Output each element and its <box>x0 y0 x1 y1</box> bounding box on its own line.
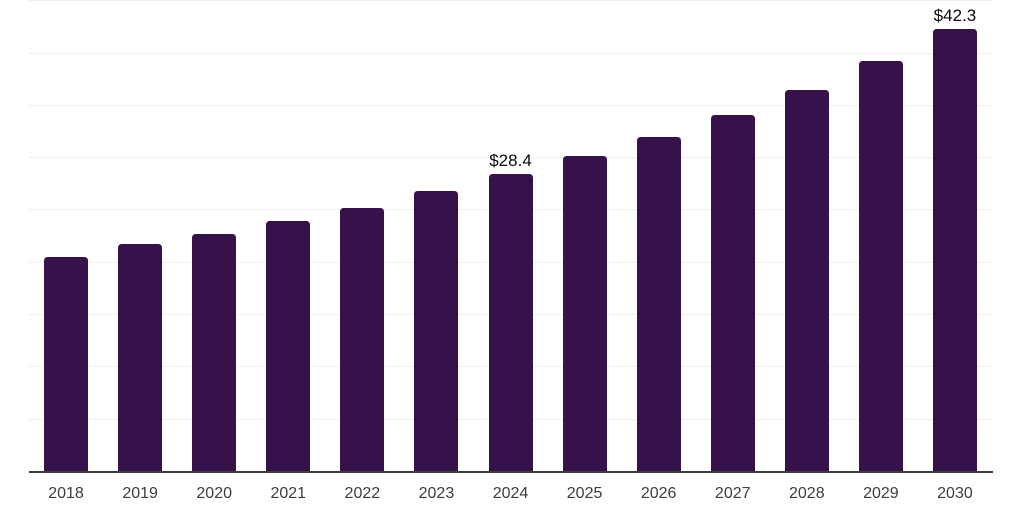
bar-2027 <box>710 114 755 472</box>
gridline <box>29 52 992 54</box>
x-tick-label: 2018 <box>48 485 84 502</box>
x-tick-label: 2029 <box>863 485 899 502</box>
bar-2022 <box>340 207 385 472</box>
bar-2018 <box>44 257 89 472</box>
bar-2023 <box>414 191 459 472</box>
bar-value-label: $42.3 <box>933 5 977 25</box>
gridline <box>29 0 992 2</box>
gridline <box>29 104 992 106</box>
bar-2030 <box>932 28 977 472</box>
x-tick-label: 2019 <box>122 485 158 502</box>
gridline <box>29 157 992 159</box>
bar-2024 <box>488 174 533 472</box>
x-tick-label: 2028 <box>789 485 825 502</box>
bar-value-label: $28.4 <box>489 151 532 171</box>
x-tick-label: 2027 <box>714 485 751 502</box>
x-tick-label: 2020 <box>196 485 232 502</box>
x-tick-label: 2026 <box>640 485 677 502</box>
x-tick-label: 2023 <box>418 485 455 502</box>
bar-2028 <box>784 89 829 472</box>
x-axis-line <box>29 470 993 473</box>
x-tick-label: 2021 <box>270 485 307 502</box>
bar-2026 <box>636 136 681 472</box>
bar-2025 <box>562 155 607 472</box>
bar-2029 <box>858 61 903 472</box>
x-tick-label: 2024 <box>492 485 529 502</box>
x-tick-label: 2025 <box>566 485 603 502</box>
bar-2019 <box>118 244 163 472</box>
x-tick-label: 2030 <box>937 485 973 502</box>
bar-2021 <box>266 221 311 472</box>
bar-2020 <box>192 234 237 472</box>
x-tick-label: 2022 <box>344 485 381 502</box>
